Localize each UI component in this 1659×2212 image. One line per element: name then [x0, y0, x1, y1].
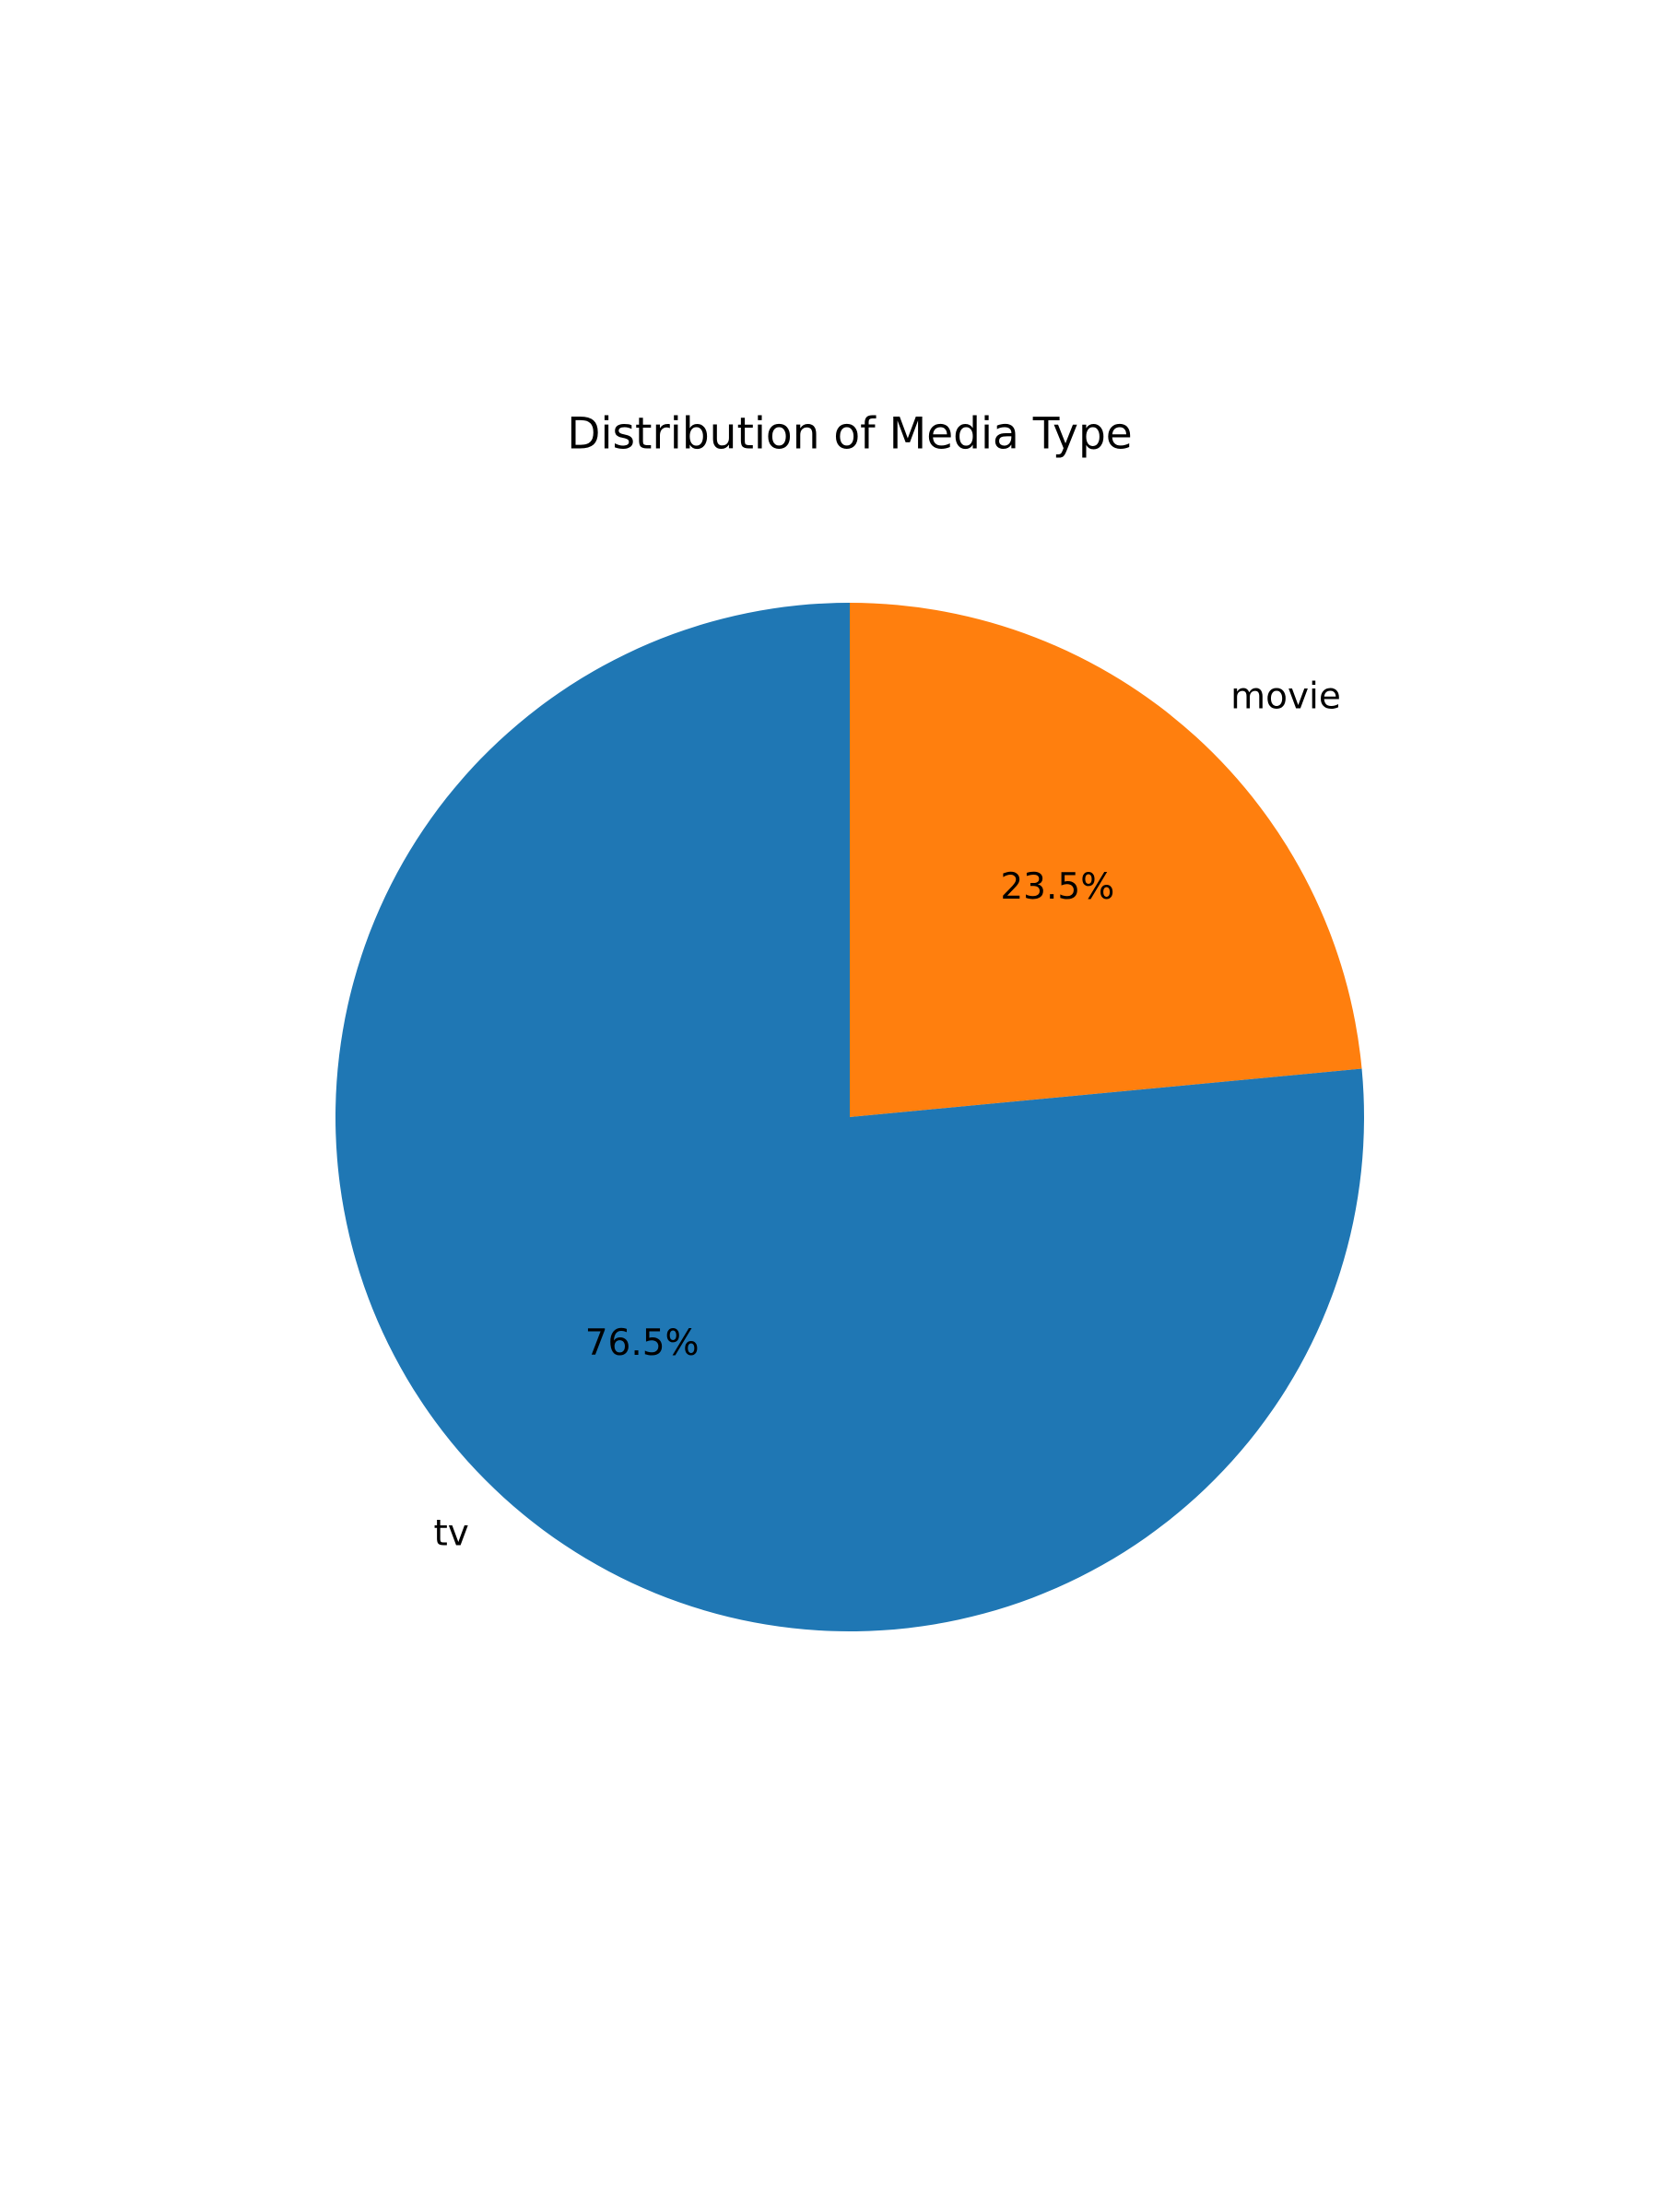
pie-slice-tv — [335, 603, 1364, 1631]
pie-slice-movie — [850, 603, 1362, 1117]
slice-percent-movie: 23.5% — [1000, 866, 1114, 908]
slice-percent-tv: 76.5% — [585, 1323, 700, 1364]
slice-label-movie: movie — [1230, 677, 1341, 718]
slice-label-tv: tv — [434, 1512, 469, 1554]
pie-labels: movie 23.5% tv 76.5% — [434, 677, 1341, 1555]
chart-title: Distribution of Media Type — [567, 409, 1132, 460]
pie-slices — [335, 603, 1364, 1631]
